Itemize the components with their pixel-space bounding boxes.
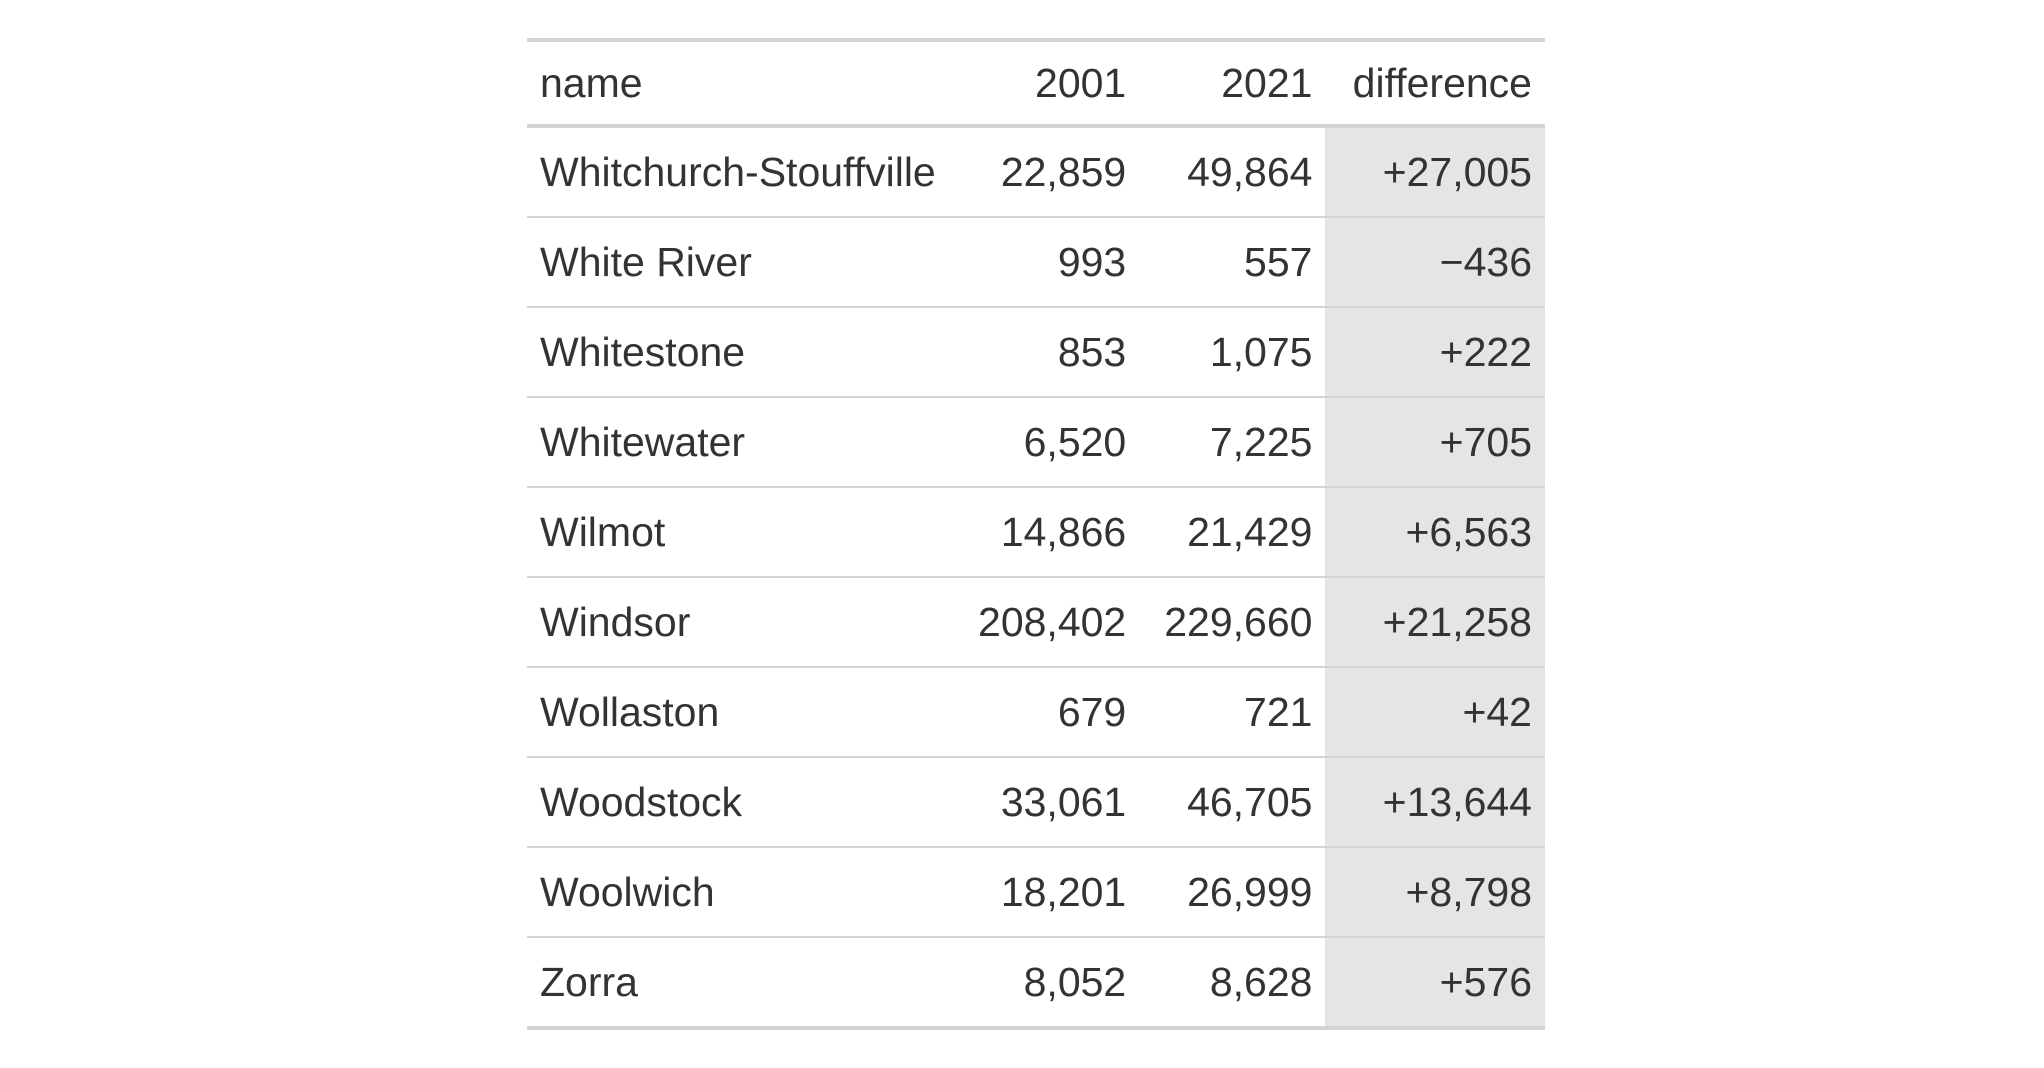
cell-difference: +21,258 [1325, 577, 1545, 668]
cell-difference: −436 [1325, 217, 1545, 308]
cell-name: Whitestone [527, 307, 953, 398]
cell-2001: 18,201 [953, 847, 1140, 938]
cell-difference: +705 [1325, 397, 1545, 488]
cell-2001: 208,402 [953, 577, 1140, 668]
cell-2021: 557 [1139, 217, 1326, 308]
table-row: White River 993 557 −436 [527, 217, 1545, 308]
cell-name: Woolwich [527, 847, 953, 938]
column-header-2021: 2021 [1221, 59, 1313, 106]
cell-name: Woodstock [527, 757, 953, 848]
cell-2021: 46,705 [1139, 757, 1326, 848]
cell-difference: +27,005 [1325, 126, 1545, 218]
cell-name: Zorra [527, 937, 953, 1030]
cell-2001: 853 [953, 307, 1140, 398]
cell-2021: 21,429 [1139, 487, 1326, 578]
cell-2021: 49,864 [1139, 126, 1326, 218]
cell-name: Windsor [527, 577, 953, 668]
cell-2001: 33,061 [953, 757, 1140, 848]
table-body: Whitchurch-Stouffville 22,859 49,864 +27… [527, 126, 1545, 1030]
cell-2001: 22,859 [953, 126, 1140, 218]
cell-name: White River [527, 217, 953, 308]
cell-2021: 7,225 [1139, 397, 1326, 488]
table-row: Whitestone 853 1,075 +222 [527, 307, 1545, 398]
cell-2021: 1,075 [1139, 307, 1326, 398]
cell-difference: +8,798 [1325, 847, 1545, 938]
table-row: Whitchurch-Stouffville 22,859 49,864 +27… [527, 126, 1545, 218]
cell-2021: 26,999 [1139, 847, 1326, 938]
cell-difference: +13,644 [1325, 757, 1545, 848]
header-row: name 2001 2021 difference [527, 40, 1545, 126]
population-table-container: name 2001 2021 difference Whitchurch-Sto… [527, 38, 1545, 1030]
cell-2021: 8,628 [1139, 937, 1326, 1030]
cell-name: Wilmot [527, 487, 953, 578]
cell-name: Wollaston [527, 667, 953, 758]
table-row: Woolwich 18,201 26,999 +8,798 [527, 847, 1545, 938]
cell-name: Whitchurch-Stouffville [527, 126, 953, 218]
column-header-name: name [540, 59, 643, 106]
cell-2001: 679 [953, 667, 1140, 758]
table-row: Whitewater 6,520 7,225 +705 [527, 397, 1545, 488]
cell-difference: +42 [1325, 667, 1545, 758]
table-header: name 2001 2021 difference [527, 40, 1545, 126]
column-header-2001: 2001 [1035, 59, 1127, 106]
table-row: Windsor 208,402 229,660 +21,258 [527, 577, 1545, 668]
cell-difference: +222 [1325, 307, 1545, 398]
population-table: name 2001 2021 difference Whitchurch-Sto… [527, 38, 1545, 1030]
cell-2021: 229,660 [1139, 577, 1326, 668]
table-row: Wilmot 14,866 21,429 +6,563 [527, 487, 1545, 578]
cell-2021: 721 [1139, 667, 1326, 758]
table-row: Zorra 8,052 8,628 +576 [527, 937, 1545, 1030]
cell-2001: 993 [953, 217, 1140, 308]
cell-difference: +6,563 [1325, 487, 1545, 578]
table-row: Woodstock 33,061 46,705 +13,644 [527, 757, 1545, 848]
column-header-difference: difference [1352, 59, 1532, 106]
table-row: Wollaston 679 721 +42 [527, 667, 1545, 758]
cell-2001: 6,520 [953, 397, 1140, 488]
cell-difference: +576 [1325, 937, 1545, 1030]
cell-2001: 14,866 [953, 487, 1140, 578]
cell-name: Whitewater [527, 397, 953, 488]
cell-2001: 8,052 [953, 937, 1140, 1030]
